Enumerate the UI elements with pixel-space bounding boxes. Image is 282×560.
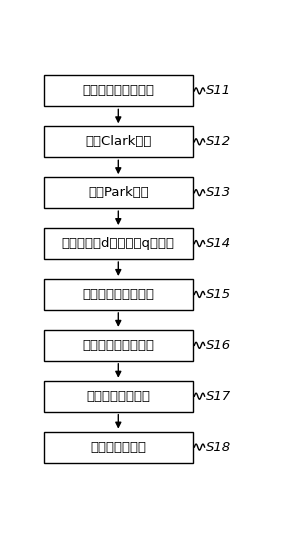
Text: S16: S16: [206, 339, 231, 352]
Text: 计算压缩机输入功率: 计算压缩机输入功率: [82, 288, 154, 301]
Bar: [44, 330, 193, 361]
Text: 计算总消耗功率: 计算总消耗功率: [90, 441, 146, 454]
Text: 进行Park变换: 进行Park变换: [88, 186, 149, 199]
Text: 计算变频器输入功率: 计算变频器输入功率: [82, 339, 154, 352]
Text: 获得风机消耗功率: 获得风机消耗功率: [86, 390, 150, 403]
Bar: [44, 432, 193, 463]
Text: S11: S11: [206, 85, 231, 97]
Text: 进行Clark变换: 进行Clark变换: [85, 136, 151, 148]
Text: S14: S14: [206, 237, 231, 250]
Text: S17: S17: [206, 390, 231, 403]
Text: 获取压缩机输入电流: 获取压缩机输入电流: [82, 85, 154, 97]
Text: 计算压缩机d轴电压和q轴电压: 计算压缩机d轴电压和q轴电压: [62, 237, 175, 250]
Bar: [44, 126, 193, 157]
Text: S13: S13: [206, 186, 231, 199]
Bar: [44, 279, 193, 310]
Text: S15: S15: [206, 288, 231, 301]
Text: S18: S18: [206, 441, 231, 454]
Bar: [44, 76, 193, 106]
Text: S12: S12: [206, 136, 231, 148]
Bar: [44, 177, 193, 208]
Bar: [44, 228, 193, 259]
Bar: [44, 381, 193, 412]
